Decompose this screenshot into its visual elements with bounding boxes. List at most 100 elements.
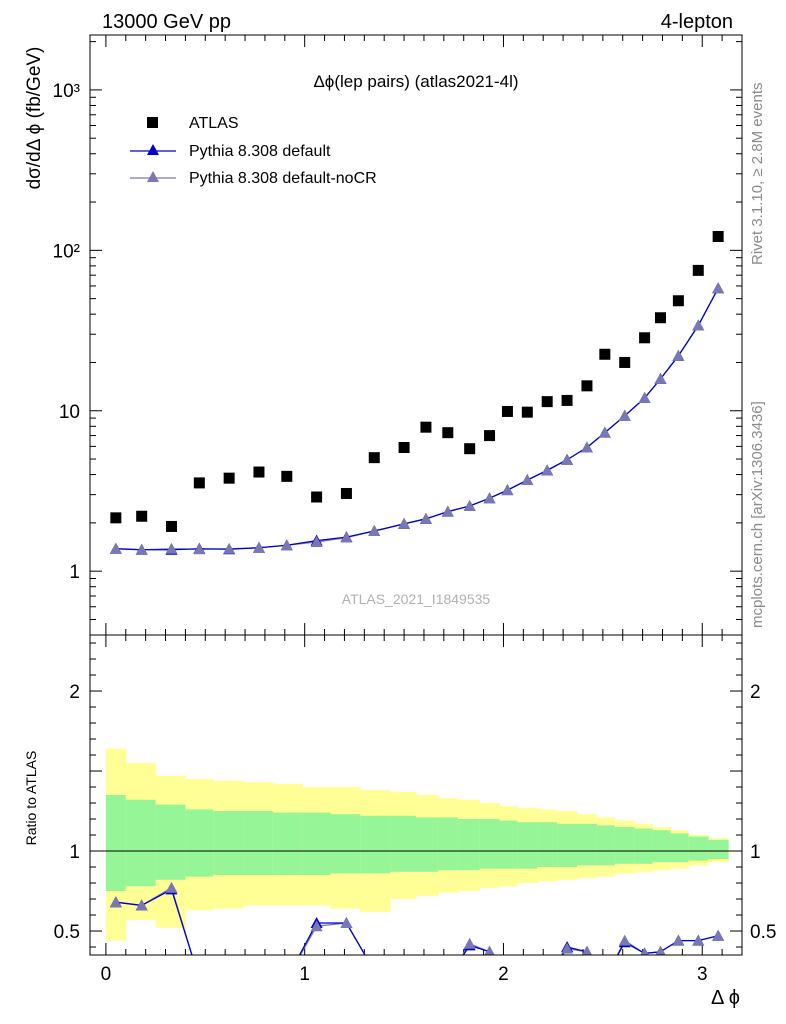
band-inner — [457, 819, 481, 871]
ratio-series — [109, 881, 725, 955]
mc-point — [580, 441, 593, 453]
band-inner — [634, 828, 654, 864]
mc-point — [463, 937, 476, 949]
atlas-point — [484, 430, 496, 442]
x-tick-label: 1 — [299, 964, 310, 985]
band-inner — [517, 822, 538, 869]
mc-point — [655, 945, 666, 955]
y-tick-label: 10³ — [53, 81, 80, 102]
ratio-tick-label-right: 0.5 — [750, 922, 776, 943]
y-tick-label: 10 — [59, 402, 80, 423]
mc-point — [561, 942, 574, 954]
mc-point — [135, 543, 148, 555]
y-tick-label: 10² — [53, 241, 80, 262]
mc-point — [712, 282, 725, 294]
mc-point — [441, 505, 454, 517]
mc-point — [484, 945, 495, 955]
atlas-point — [521, 406, 533, 418]
mc-point — [463, 499, 476, 511]
band-inner — [416, 817, 439, 872]
atlas-point — [639, 332, 651, 344]
mc-point — [165, 542, 178, 554]
band-inner — [499, 820, 518, 869]
mc-point — [135, 899, 148, 911]
x-tick-label: 2 — [498, 964, 509, 985]
band-inner — [614, 827, 636, 864]
atlas-point — [464, 443, 476, 455]
atlas-point — [655, 312, 666, 324]
atlas-point — [110, 512, 122, 524]
band-inner — [688, 836, 709, 861]
data-points — [109, 230, 725, 955]
ratio-plot-frame — [89, 634, 743, 956]
ratio-tick-label-left: 2 — [69, 682, 80, 703]
mc-point — [501, 484, 514, 496]
legend-label-default: Pythia 8.308 default — [189, 143, 331, 160]
atlas-point — [193, 477, 205, 489]
mc-point — [109, 542, 122, 554]
atlas-point — [581, 380, 593, 392]
x-axis-label: Δ ϕ — [711, 987, 740, 1009]
mc-point — [419, 512, 432, 524]
band-inner — [390, 815, 417, 872]
ratio-tick-label-right: 1 — [750, 842, 761, 863]
mc-point — [368, 524, 381, 536]
atlas-point — [166, 520, 177, 532]
atlas-point — [253, 466, 265, 478]
legend-label-atlas: ATLAS — [189, 115, 239, 132]
atlas-point — [692, 264, 704, 276]
band-inner — [708, 839, 729, 859]
band-inner — [155, 804, 186, 880]
band-inner — [185, 809, 214, 877]
mc-point — [340, 917, 353, 928]
atlas-point — [136, 510, 148, 522]
rivet-note: Rivet 3.1.10, ≥ 2.8M events — [749, 83, 766, 266]
mc-point — [712, 929, 725, 941]
mc-point — [252, 541, 265, 553]
atlas-point — [223, 472, 235, 484]
legend-marker-atlas — [147, 117, 158, 128]
mc-point — [692, 319, 705, 331]
atlas-point — [541, 396, 553, 408]
atlas-point — [599, 348, 611, 360]
atlas-point — [442, 427, 454, 439]
ratio-tick-label-right: 2 — [750, 682, 761, 703]
header-right: 4-lepton — [661, 11, 733, 33]
atlas-point — [501, 405, 513, 417]
band-inner — [437, 817, 459, 871]
mc-point — [223, 542, 236, 554]
header-left: 13000 GeV pp — [102, 11, 231, 33]
mc-point — [310, 920, 323, 932]
mc-point — [165, 881, 178, 893]
mc-point — [640, 947, 649, 955]
mc-point — [672, 934, 685, 946]
mc-point — [561, 453, 574, 465]
mc-point — [581, 945, 592, 955]
band-inner — [479, 819, 500, 869]
legend-marker-nocr — [147, 171, 159, 182]
mc-point — [193, 543, 206, 555]
atlas-point — [368, 452, 380, 464]
atlas-point — [712, 230, 724, 242]
legend-marker-default — [147, 144, 159, 155]
atlas-point — [340, 487, 352, 499]
mc-point — [398, 517, 411, 529]
atlas-point — [311, 491, 323, 503]
chart-title: Δϕ(lep pairs) (atlas2021-4l) — [313, 72, 518, 91]
atlas-point — [420, 421, 432, 433]
mcplots-note: mcplots.cern.ch [arXiv:1306.3436] — [749, 401, 766, 628]
axis-ticks: 0 1 2 3 1 10 10² 10³ 0.5 0.5 1 1 2 2 — [53, 35, 776, 985]
ratio-axis-label: Ratio to ATLAS — [23, 751, 39, 846]
atlas-point — [619, 356, 631, 368]
mc-point — [638, 392, 651, 404]
mc-point — [280, 539, 293, 551]
band-inner — [557, 823, 578, 867]
mc-point — [483, 492, 496, 504]
band-inner — [272, 812, 304, 875]
mc-point — [541, 464, 554, 476]
band-inner — [302, 812, 332, 875]
mc-point — [521, 474, 534, 486]
band-inner — [670, 833, 689, 863]
ratio-tick-label-left: 1 — [69, 842, 80, 863]
